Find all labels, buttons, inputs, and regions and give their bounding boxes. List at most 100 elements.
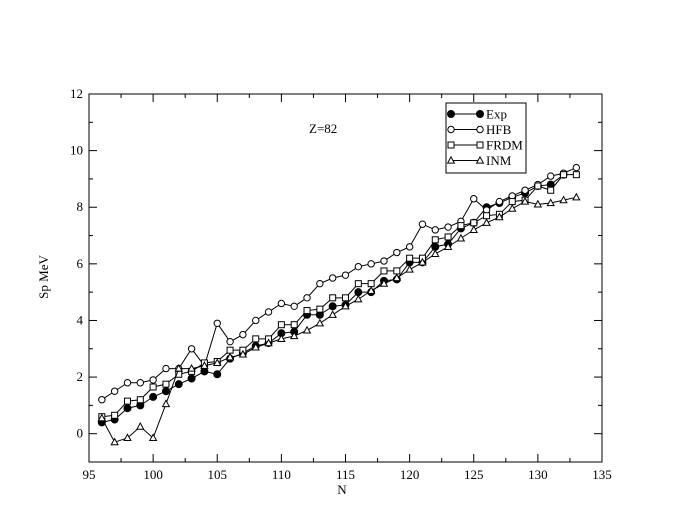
data-point-hfb (572, 163, 581, 172)
data-point-hfb (341, 271, 350, 279)
data-point-frdm (342, 294, 349, 302)
data-point-inm (148, 433, 158, 442)
data-point-inm (418, 257, 427, 266)
x-tick-label: 115 (336, 467, 355, 482)
y-tick-label: 0 (77, 426, 84, 441)
data-point-hfb (264, 308, 273, 316)
y-tick-label: 12 (70, 86, 83, 101)
data-point-hfb (213, 319, 221, 327)
x-tick-label: 120 (400, 467, 420, 482)
data-point-inm (507, 204, 517, 212)
series-hfb (98, 163, 581, 404)
legend-marker-inm (475, 155, 485, 164)
data-point-hfb (495, 197, 504, 206)
data-point-hfb (239, 330, 247, 339)
data-point-hfb (187, 345, 196, 353)
data-point-hfb (290, 302, 298, 311)
data-point-hfb (418, 220, 427, 228)
x-tick-label: 130 (528, 467, 548, 482)
legend-marker-exp (476, 110, 484, 118)
data-point-exp (123, 404, 132, 413)
data-point-inm (161, 399, 171, 408)
data-point-frdm (560, 171, 568, 179)
data-point-inm (174, 363, 184, 372)
data-point-exp (174, 380, 183, 389)
data-point-frdm (508, 198, 516, 206)
series-line-inm (101, 196, 577, 443)
legend-marker-exp (447, 110, 455, 118)
legend-label-frdm: FRDM (486, 138, 523, 153)
data-point-exp (149, 392, 158, 401)
data-point-frdm (277, 321, 285, 329)
data-point-frdm (162, 380, 170, 388)
data-point-inm (251, 342, 260, 351)
data-point-inm (456, 233, 466, 242)
y-axis-label: Sp MeV (36, 255, 51, 299)
data-point-hfb (123, 379, 132, 387)
y-tick-label: 2 (77, 369, 84, 384)
legend-label-inm: INM (486, 153, 512, 168)
data-point-hfb (303, 294, 311, 302)
y-tick-label: 6 (77, 256, 84, 271)
data-point-hfb (380, 257, 388, 265)
data-point-frdm (252, 335, 260, 343)
x-axis-label: N (337, 482, 347, 497)
data-point-inm (315, 318, 325, 327)
data-point-inm (328, 310, 337, 318)
data-point-inm (187, 363, 196, 372)
data-point-inm (495, 212, 504, 221)
data-point-hfb (149, 376, 157, 384)
data-point-exp (328, 302, 337, 311)
legend-marker-hfb (476, 125, 484, 134)
data-point-inm (431, 249, 440, 258)
data-point-hfb (367, 260, 375, 268)
data-point-frdm (316, 305, 324, 313)
data-point-inm (366, 286, 376, 294)
data-point-frdm (329, 294, 337, 302)
data-point-inm (482, 218, 491, 226)
data-point-inm (264, 338, 273, 347)
data-point-hfb (405, 243, 414, 251)
data-point-inm (354, 294, 363, 303)
data-point-frdm (123, 397, 131, 405)
data-point-frdm (444, 233, 452, 241)
x-tick-label: 125 (464, 467, 484, 482)
legend-marker-hfb (447, 125, 455, 134)
x-tick-label: 135 (592, 467, 612, 482)
data-point-inm (533, 199, 543, 208)
data-point-hfb (431, 226, 439, 234)
data-point-hfb (136, 379, 145, 387)
legend-marker-inm (446, 155, 456, 164)
data-point-hfb (226, 337, 234, 346)
data-point-inm (238, 349, 248, 358)
data-point-hfb (547, 172, 555, 180)
data-point-hfb (98, 396, 106, 404)
data-point-inm (379, 279, 389, 287)
data-point-frdm (457, 222, 465, 230)
legend-marker-frdm (476, 141, 484, 149)
data-point-frdm (367, 280, 375, 288)
data-point-inm (572, 192, 581, 201)
data-point-inm (443, 242, 453, 250)
x-tick-label: 105 (208, 467, 228, 482)
data-point-frdm (136, 396, 144, 404)
series-frdm (98, 171, 580, 421)
data-point-inm (546, 198, 555, 207)
data-point-inm (302, 325, 312, 334)
legend-box (445, 102, 527, 174)
data-point-frdm (290, 321, 298, 329)
data-point-inm (405, 264, 414, 273)
data-point-frdm (303, 307, 311, 315)
data-point-inm (559, 195, 568, 204)
legend-label-hfb: HFB (486, 122, 512, 137)
data-point-hfb (162, 364, 170, 373)
data-point-frdm (534, 182, 542, 190)
data-point-hfb (521, 186, 529, 194)
data-point-frdm (406, 254, 414, 262)
data-point-hfb (393, 248, 401, 257)
data-point-frdm (149, 383, 157, 391)
data-point-frdm (470, 219, 478, 227)
